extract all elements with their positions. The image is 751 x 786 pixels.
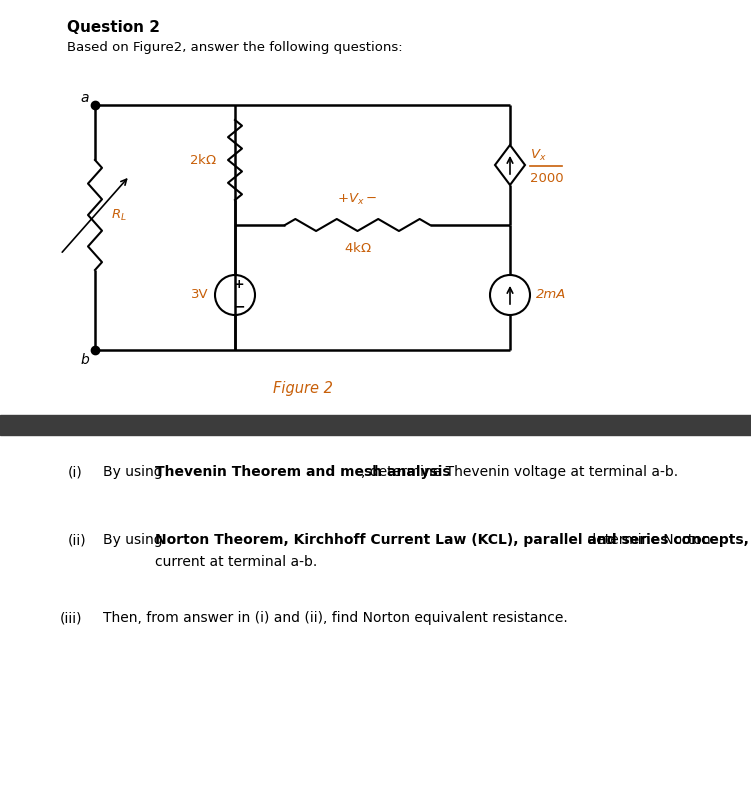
Text: By using: By using bbox=[103, 533, 167, 547]
Text: (ii): (ii) bbox=[68, 533, 86, 547]
Text: 2k$\Omega$: 2k$\Omega$ bbox=[189, 153, 217, 167]
Text: +: + bbox=[234, 278, 244, 292]
Text: (i): (i) bbox=[68, 465, 83, 479]
Text: , determine Thevenin voltage at terminal a-b.: , determine Thevenin voltage at terminal… bbox=[361, 465, 678, 479]
Text: −: − bbox=[234, 299, 245, 313]
Text: Then, from answer in (i) and (ii), find Norton equivalent resistance.: Then, from answer in (i) and (ii), find … bbox=[103, 611, 568, 625]
Text: a: a bbox=[81, 91, 89, 105]
Text: 4k$\Omega$: 4k$\Omega$ bbox=[344, 241, 371, 255]
Text: Figure 2: Figure 2 bbox=[273, 380, 333, 395]
Text: $V_x$: $V_x$ bbox=[530, 148, 547, 163]
Text: b: b bbox=[80, 353, 89, 367]
Text: Question 2: Question 2 bbox=[67, 20, 160, 35]
Text: Norton Theorem, Kirchhoff Current Law (KCL), parallel and series concepts,: Norton Theorem, Kirchhoff Current Law (K… bbox=[155, 533, 749, 547]
Text: 2mA: 2mA bbox=[536, 288, 566, 302]
Text: 3V: 3V bbox=[192, 288, 209, 302]
Text: determine Norton: determine Norton bbox=[583, 533, 710, 547]
Text: current at terminal a-b.: current at terminal a-b. bbox=[155, 555, 317, 569]
Text: Thevenin Theorem and mesh analysis: Thevenin Theorem and mesh analysis bbox=[155, 465, 451, 479]
Text: $+ V_x -$: $+ V_x -$ bbox=[337, 192, 378, 207]
Text: By using: By using bbox=[103, 465, 167, 479]
Text: $R_L$: $R_L$ bbox=[111, 208, 127, 222]
Text: (iii): (iii) bbox=[60, 611, 83, 625]
Bar bbox=[0, 415, 751, 435]
Text: 2000: 2000 bbox=[530, 171, 563, 185]
Text: Based on Figure2, answer the following questions:: Based on Figure2, answer the following q… bbox=[67, 42, 403, 54]
